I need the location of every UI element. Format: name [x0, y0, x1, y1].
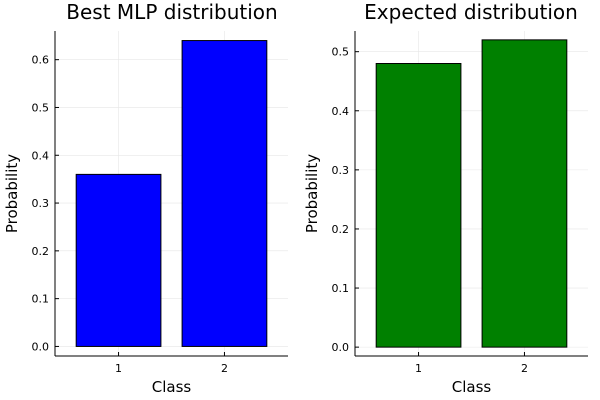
x-axis-label: Class: [152, 378, 192, 396]
chart-panel-expected: 0.0 0.1 0.2 0.3 0.4 0.5 1 2 Expected distributio…: [303, 0, 588, 396]
y-tick-label: 0.2: [332, 223, 350, 236]
bar-class-2: [181, 40, 268, 347]
y-tick-label: 0.1: [32, 293, 50, 306]
y-tick-label: 0.2: [32, 245, 50, 258]
y-tick-label: 0.0: [332, 341, 350, 354]
y-tick-label: 0.0: [32, 340, 50, 353]
y-tick-label: 0.1: [332, 282, 350, 295]
y-tick-label: 0.5: [332, 46, 350, 59]
y-tick-label: 0.4: [332, 105, 350, 118]
bar-class-2: [481, 39, 568, 348]
chart-panel-best-mlp: 0.0 0.1 0.2 0.3 0.4 0.5 0.6 1 2 Best MLP distribu…: [3, 0, 288, 396]
y-tick-label: 0.6: [32, 54, 50, 67]
x-tick-label: 2: [221, 362, 228, 375]
y-tick-label: 0.4: [32, 149, 50, 162]
x-axis-label: Class: [452, 378, 492, 396]
chart-title: Expected distribution: [364, 0, 578, 24]
y-tick-label: 0.3: [32, 197, 50, 210]
y-tick-label: 0.5: [32, 101, 50, 114]
x-tick-label: 1: [415, 362, 422, 375]
x-tick-label: 1: [115, 362, 122, 375]
chart-title: Best MLP distribution: [66, 0, 277, 24]
bar-class-1: [375, 63, 462, 348]
bar-class-1: [75, 173, 162, 347]
x-tick-label: 2: [521, 362, 528, 375]
y-tick-label: 0.3: [332, 164, 350, 177]
y-axis-label: Probability: [303, 154, 321, 233]
y-axis-label: Probability: [3, 154, 21, 233]
